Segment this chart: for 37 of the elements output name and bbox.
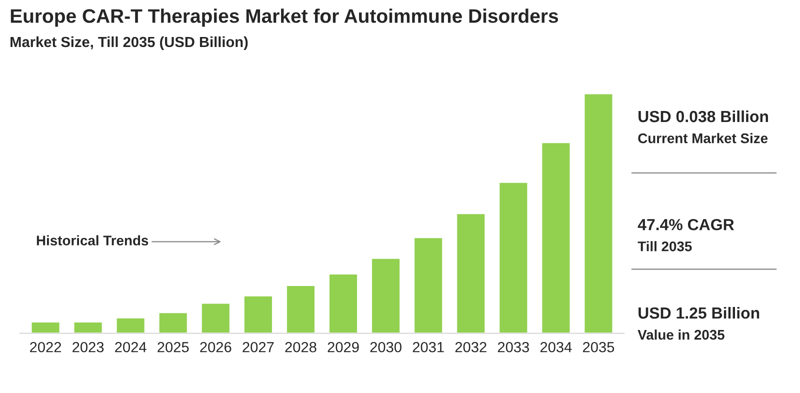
x-tick-label: 2025 <box>158 342 189 352</box>
x-tick-label: 2023 <box>72 342 104 352</box>
x-tick-label: 2024 <box>115 342 146 352</box>
x-tick-label: 2022 <box>30 342 62 352</box>
chart-subtitle: Market Size, Till 2035 (USD Billion) <box>10 36 248 50</box>
x-tick-label: 2032 <box>455 342 486 352</box>
x-tick-label: 2033 <box>498 342 529 352</box>
bar <box>370 258 401 334</box>
bar <box>243 294 274 334</box>
annotation: Historical Trends <box>36 235 148 246</box>
bar <box>413 236 444 334</box>
x-tick-label: 2030 <box>370 342 402 352</box>
x-tick-label: 2035 <box>582 342 614 352</box>
text: USD 0.038 Billion <box>638 110 768 122</box>
x-tick-label: 2034 <box>540 342 572 352</box>
bar <box>115 316 146 334</box>
bar <box>30 321 61 334</box>
bar <box>286 284 316 334</box>
bar <box>583 94 614 334</box>
bar <box>200 302 231 334</box>
x-tick-label: 2027 <box>242 342 274 352</box>
x-tick-label: 2031 <box>412 342 444 352</box>
x-tick-label: 2029 <box>328 342 359 352</box>
text: 47.4% CAGR <box>638 218 734 230</box>
text: Value in 2035 <box>638 330 724 340</box>
bar <box>72 321 104 334</box>
bar <box>158 312 188 334</box>
text: Current Market Size <box>638 133 768 144</box>
x-tick-label: 2028 <box>285 342 316 352</box>
text: Till 2035 <box>638 241 692 252</box>
text: USD 1.25 Billion <box>638 306 760 319</box>
bar <box>540 142 572 334</box>
chart-title: Europe CAR-T Therapies Market for Autoimmune Disorders <box>10 8 558 27</box>
bar <box>498 182 529 334</box>
x-tick-label: 2026 <box>200 342 232 352</box>
bar <box>456 212 486 334</box>
bar <box>328 273 358 334</box>
